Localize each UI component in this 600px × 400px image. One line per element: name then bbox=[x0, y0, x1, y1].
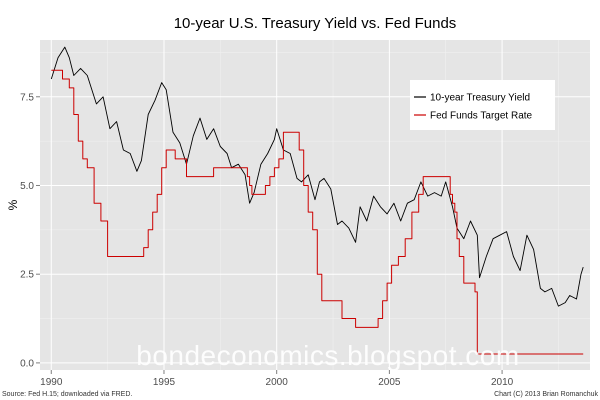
y-tick-label: 7.5 bbox=[20, 92, 34, 103]
legend-label: Fed Funds Target Rate bbox=[430, 111, 533, 122]
x-tick-label: 1995 bbox=[153, 377, 176, 388]
legend-label: 10-year Treasury Yield bbox=[430, 93, 530, 104]
y-axis: 0.0 2.5 5.0 7.5 bbox=[20, 92, 40, 369]
x-tick-label: 2000 bbox=[266, 377, 289, 388]
x-tick-label: 2005 bbox=[378, 377, 401, 388]
source-note: Source: Fed H.15; downloaded via FRED. bbox=[2, 391, 132, 398]
series-line-10-year-treasury-yield bbox=[50, 46, 584, 307]
y-axis-label: % bbox=[6, 199, 20, 210]
x-tick-label: 2010 bbox=[491, 377, 514, 388]
x-axis: 1990 1995 2000 2005 2010 bbox=[40, 370, 514, 388]
y-tick-label: 5.0 bbox=[20, 181, 34, 192]
watermark-text: bondeconomics.blogspot.com bbox=[136, 340, 519, 371]
y-tick-label: 2.5 bbox=[20, 270, 34, 281]
major-gridlines bbox=[40, 40, 590, 370]
legend-box bbox=[410, 80, 555, 130]
series-layer bbox=[50, 46, 584, 355]
copyright-note: Chart (C) 2013 Brian Romanchuk bbox=[494, 391, 598, 398]
x-tick-label: 1990 bbox=[40, 377, 63, 388]
minor-gridlines bbox=[40, 40, 590, 370]
chart-title: 10-year U.S. Treasury Yield vs. Fed Fund… bbox=[174, 15, 457, 32]
y-tick-label: 0.0 bbox=[20, 358, 34, 369]
series-line-fed-funds-target-rate bbox=[51, 69, 584, 355]
legend: 10-year Treasury Yield Fed Funds Target R… bbox=[410, 80, 555, 130]
